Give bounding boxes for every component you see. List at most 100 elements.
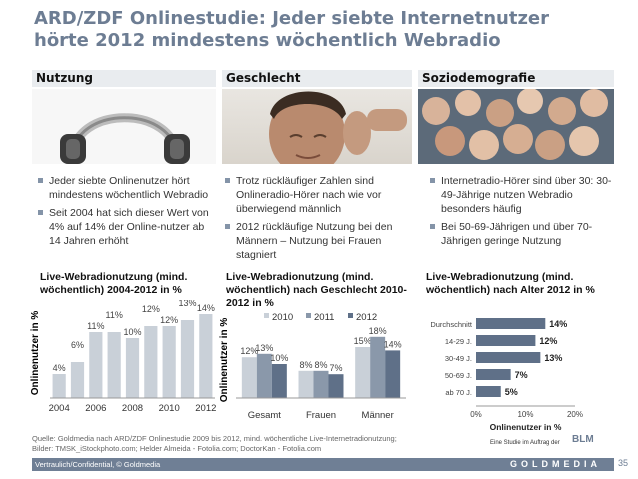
data-label: 6% [71, 340, 84, 350]
source-line-2: Bilder: TMSK_iStockphoto.com; Helder Alm… [32, 444, 322, 453]
bar [385, 350, 401, 398]
bar [162, 326, 176, 398]
y-axis-label: Onlinenutzer in % [30, 311, 41, 396]
data-label: 11% [87, 321, 104, 331]
slide-title: ARD/ZDF Onlinestudie: Jeder siebte Inter… [34, 8, 614, 52]
chart-age: Durchschnitt 14% 14-29 J. 12% 30-49 J. 13% 50-… [430, 318, 583, 432]
nutzung-bullets: Jeder siebte Onlinenutzer hört mindesten… [38, 174, 218, 252]
source-note: Quelle: Goldmedia nach ARD/ZDF Onlinestu… [32, 434, 592, 454]
data-label: 10% [270, 353, 288, 363]
chart-title-gender: Live-Webradionutzung (mind. wöchentlich)… [226, 271, 407, 309]
bullet: Jeder siebte Onlinenutzer hört mindesten… [38, 174, 218, 202]
page-number: 35 [618, 458, 629, 468]
legend-label: 2011 [314, 312, 334, 323]
data-label: 8% [299, 360, 312, 370]
data-label: 11% [105, 310, 122, 320]
data-label: 4% [53, 363, 66, 373]
category-label: 14-29 J. [445, 337, 472, 346]
bar [241, 357, 257, 398]
data-label: 13% [178, 300, 196, 308]
bar [313, 370, 329, 398]
x-tick-label: 2004 [49, 403, 70, 414]
bullet: Seit 2004 hat sich dieser Wert von 4% au… [38, 206, 218, 248]
data-label: 13% [544, 353, 562, 363]
category-label: Durchschnitt [430, 320, 473, 329]
headphones-photo [32, 89, 216, 164]
x-tick-label: 2010 [159, 403, 180, 414]
bar [271, 364, 287, 398]
x-tick-label: 0% [470, 410, 482, 419]
data-label: 10% [123, 327, 141, 337]
soziodemografie-bullets: Internetradio-Hörer sind über 30: 30-49-… [430, 174, 614, 252]
bar [107, 332, 121, 398]
bar [328, 374, 344, 398]
bullet: Internetradio-Hörer sind über 30: 30-49-… [430, 174, 614, 216]
data-label: 12% [240, 346, 258, 356]
geschlecht-bullets: Trotz rückläufiger Zahlen sind Onlinerad… [225, 174, 411, 266]
bar [52, 374, 66, 398]
x-tick-label: Männer [362, 410, 394, 421]
x-tick-label: 2008 [122, 403, 143, 414]
section-heading-nutzung: Nutzung [32, 70, 216, 87]
legend-swatch [348, 313, 353, 318]
chart-years: Onlinenutzer in % 4%6%11%11%10%12%12%13% 1… [30, 300, 216, 414]
man-illustration [269, 91, 407, 164]
bullet: 2012 rückläufige Nutzung bei den Männern… [225, 220, 411, 262]
source-line-1: Quelle: Goldmedia nach ARD/ZDF Onlinestu… [32, 434, 397, 443]
goldmedia-logo: GOLDMEDIA [510, 459, 601, 469]
data-label: 12% [539, 336, 557, 346]
section-heading-geschlecht: Geschlecht [222, 70, 412, 87]
bar [370, 336, 386, 398]
y-axis-label: Onlinenutzer in % [219, 318, 230, 403]
crowd-illustration [422, 89, 608, 160]
title-line-2: hörte 2012 mindestens wöchentlich Webrad… [34, 30, 501, 51]
bar [476, 386, 501, 397]
section-heading-soziodemografie: Soziodemografie [418, 70, 614, 87]
x-tick-label: 2006 [85, 403, 106, 414]
x-tick-label: 2012 [195, 403, 216, 414]
legend-label: 2010 [272, 312, 293, 323]
listening-man-photo [222, 89, 412, 164]
blm-logo: BLM [572, 434, 594, 445]
data-label: 7% [515, 370, 528, 380]
x-axis-label: Onlinenutzer in % [490, 422, 562, 432]
chart-title-age: Live-Webradionutzung (mind. wöchentlich)… [426, 271, 595, 296]
commission-note: Eine Studie im Auftrag der [490, 440, 560, 446]
bar [144, 326, 158, 398]
x-tick-label: Gesamt [248, 410, 282, 421]
bar [125, 338, 140, 398]
bar [70, 362, 85, 398]
category-label: 50-69 J. [445, 371, 472, 380]
legend-swatch [306, 313, 311, 318]
data-label: 13% [255, 343, 273, 353]
footer-confidential: Vertraulich/Confidential, © Goldmedia [35, 460, 161, 469]
data-label: 5% [505, 387, 518, 397]
data-label: 7% [329, 363, 342, 373]
data-label: 14% [549, 319, 567, 329]
bar [298, 370, 314, 398]
x-tick-label: Frauen [306, 410, 336, 421]
bullet: Bei 50-69-Jährigen und über 70-Jährigen … [430, 220, 614, 248]
legend-label: 2012 [356, 312, 377, 323]
bar [355, 347, 371, 398]
data-label: 14% [197, 303, 215, 313]
data-label: 12% [160, 315, 178, 325]
bar [180, 320, 195, 398]
headphones-illustration [60, 113, 190, 164]
bar [256, 353, 272, 398]
chart-gender: Onlinenutzer in % 2010 2011 2012 12%13%10% Ge… [219, 312, 406, 421]
bar [476, 369, 511, 380]
bullet: Trotz rückläufiger Zahlen sind Onlinerad… [225, 174, 411, 216]
bar [199, 314, 213, 398]
category-label: 30-49 J. [445, 354, 472, 363]
title-line-1: ARD/ZDF Onlinestudie: Jeder siebte Inter… [34, 8, 550, 29]
bar [476, 352, 541, 363]
x-tick-label: 10% [517, 410, 533, 419]
bar [89, 332, 103, 398]
data-label: 14% [384, 339, 402, 349]
data-label: 8% [314, 360, 327, 370]
data-label: 12% [142, 304, 160, 314]
chart-title-years: Live-Webradionutzung (mind. wöchentlich)… [40, 271, 188, 296]
bar [476, 335, 536, 346]
legend-swatch [264, 313, 269, 318]
